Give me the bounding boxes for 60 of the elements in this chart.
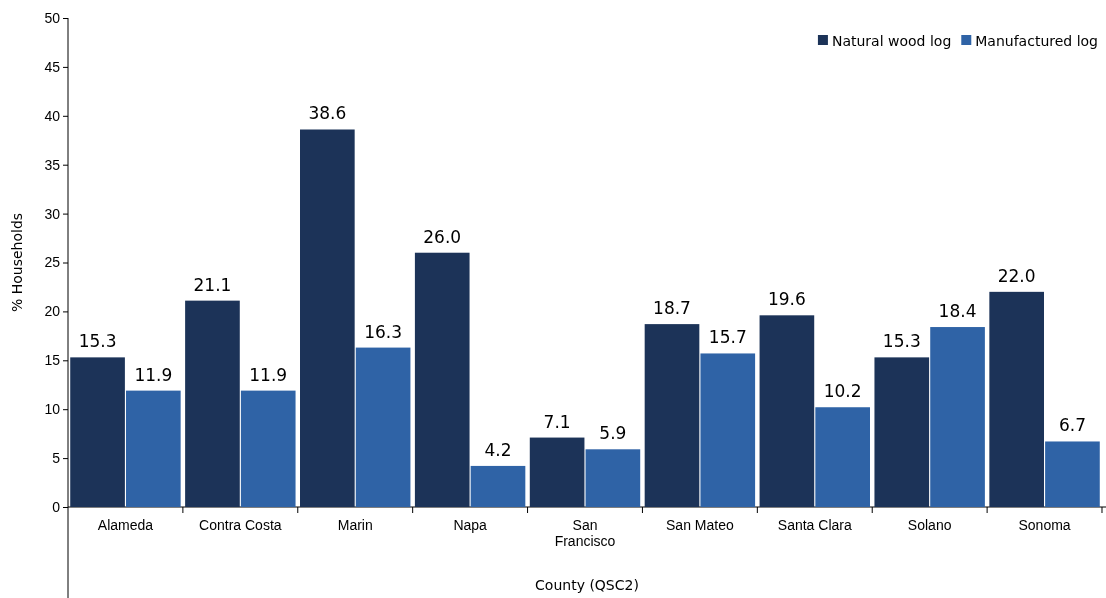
bar [874,357,930,507]
text: 10.2 [823,381,862,402]
x-tick-label: Alameda [97,516,154,533]
text: 15.3 [78,331,117,352]
x-tick-label: Sonoma [1018,516,1071,533]
bar [759,315,815,507]
y-tick-label: 35 [44,156,61,173]
text: 21.1 [193,274,232,295]
bar [1045,441,1100,507]
text: 5.9 [599,423,627,444]
text: 38.6 [308,103,347,124]
x-tick-label: Santa Clara [777,516,852,533]
text: 6.7 [1058,415,1086,436]
y-tick-label: 0 [52,498,61,515]
bar [126,390,181,507]
text: 22.0 [997,265,1036,286]
x-tick-label: Marin [337,516,373,533]
y-tick-label: 20 [44,303,61,320]
text: 7.1 [543,411,571,432]
bar [70,357,125,507]
legend-label: Manufactured log [975,33,1098,49]
text: 15.3 [882,331,921,352]
text: 15.7 [708,327,747,348]
x-axis-title: County (QSC2) [535,577,639,593]
bar [355,347,411,507]
bar [414,252,470,507]
y-axis-title: % Households [9,212,25,313]
bar [240,390,296,507]
y-tick-label: 30 [44,205,61,222]
text: 11.9 [134,364,173,385]
bar [300,129,355,507]
x-tick-label: Solano [907,516,952,533]
y-tick-label: 40 [44,107,61,124]
x-tick-label: Contra Costa [199,516,282,533]
y-tick-label: 15 [44,352,61,369]
bar [815,407,870,507]
bar [700,353,756,507]
y-tick-label: 25 [44,254,61,271]
text: 18.7 [653,298,691,319]
bar [585,449,641,507]
text: 4.2 [484,439,512,460]
bar [989,291,1044,507]
bar [644,324,700,507]
legend-label: Natural wood log [831,33,952,49]
y-tick-label: 10 [44,401,61,418]
x-tick-label: Napa [453,516,488,533]
y-tick-label: 50 [44,9,61,26]
bar [529,437,585,507]
x-tick-label: San Mateo [666,516,734,533]
text: 19.6 [767,289,806,310]
bar [185,300,240,507]
x-tick-label: San Francisco [554,516,616,550]
y-tick-label: 5 [52,450,61,467]
text: 16.3 [364,321,403,342]
text: 11.9 [249,364,288,385]
bar [470,465,526,507]
text: 18.4 [938,301,977,322]
text: 26.0 [423,226,462,247]
bar [930,327,985,507]
y-tick-label: 45 [44,58,61,75]
